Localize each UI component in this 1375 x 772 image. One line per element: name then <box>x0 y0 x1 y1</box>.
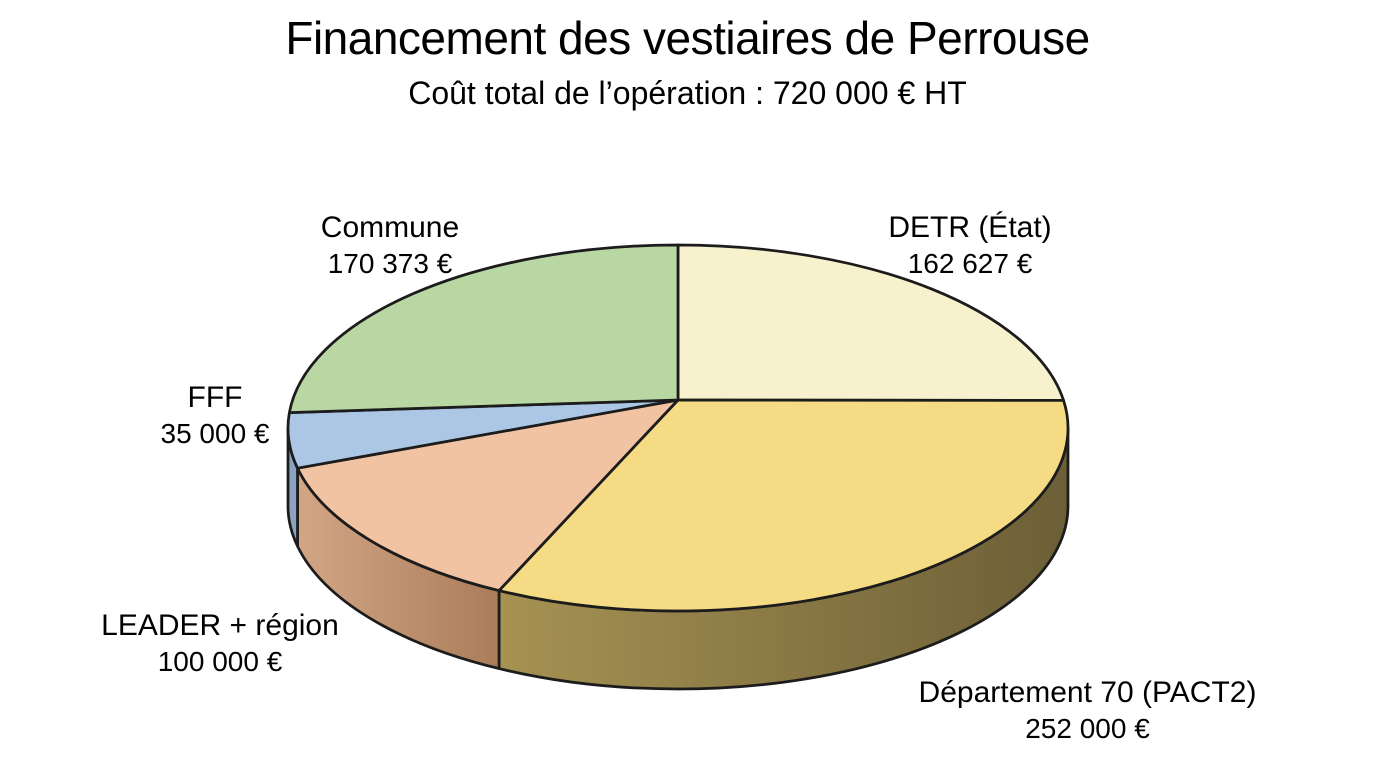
slice-label: Département 70 (PACT2) <box>918 676 1257 709</box>
slice-callout-detr-etat: DETR (État) 162 627 € <box>845 210 1095 282</box>
slice-callout-leader-region: LEADER + région 100 000 € <box>90 608 350 680</box>
slice-label: Commune <box>320 211 460 244</box>
pie-slice-leader-region <box>296 398 680 592</box>
slice-callout-commune: Commune 170 373 € <box>280 210 500 282</box>
slice-value: 100 000 € <box>157 646 283 677</box>
slice-label: FFF <box>187 381 243 414</box>
chart-subtitle: Coût total de l’opération : 720 000 € HT <box>408 75 967 111</box>
slice-value: 170 373 € <box>327 248 453 279</box>
pie-slice-departement-70-pact2 <box>497 398 1070 613</box>
slice-value: 35 000 € <box>160 418 270 449</box>
slice-value: 162 627 € <box>907 248 1033 279</box>
slice-label: DETR (État) <box>888 211 1052 244</box>
slice-label: LEADER + région <box>101 609 339 642</box>
pie-slice-commune <box>288 243 680 415</box>
slice-callout-departement-70: Département 70 (PACT2) 252 000 € <box>905 675 1270 747</box>
pie-slice-detr-etat <box>676 243 1065 402</box>
slice-value: 252 000 € <box>1025 713 1150 744</box>
chart-title: Financement des vestiaires de Perrouse <box>285 12 1090 64</box>
slice-callout-fff: FFF 35 000 € <box>115 380 315 452</box>
